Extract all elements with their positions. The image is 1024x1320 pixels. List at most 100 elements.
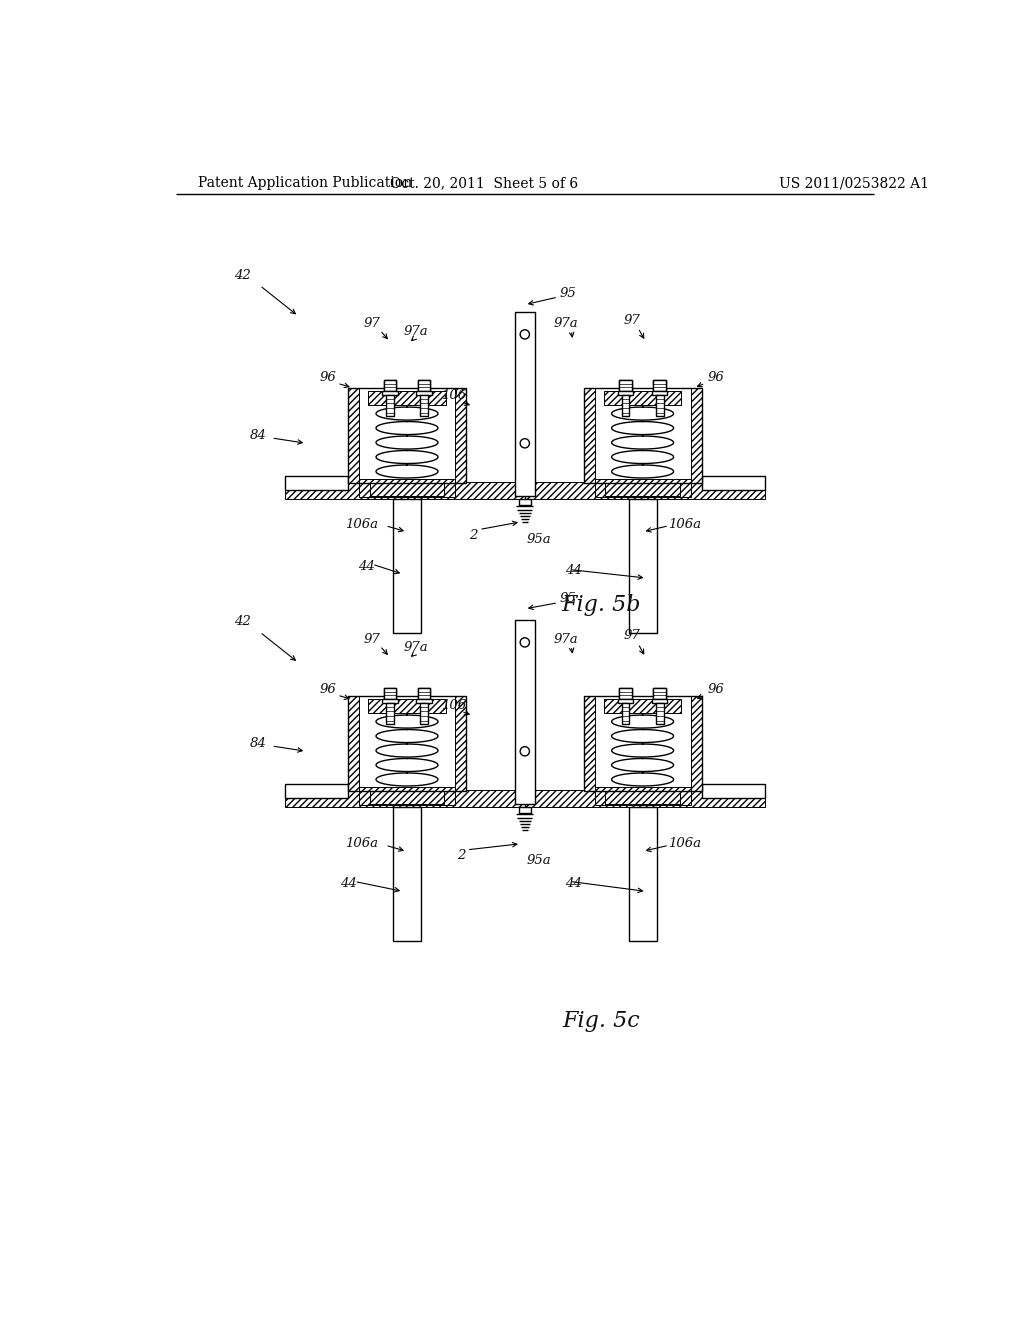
Bar (620, 688, 632, 700)
Circle shape (520, 438, 529, 447)
Text: 97: 97 (364, 317, 381, 330)
Bar (604, 391, 681, 405)
Text: 44: 44 (565, 564, 582, 577)
Text: 96: 96 (708, 684, 724, 696)
Bar (370, 792, 444, 804)
Bar (620, 380, 632, 391)
Text: 44: 44 (358, 560, 375, 573)
Text: 95: 95 (560, 593, 577, 606)
Bar (629, 499, 656, 634)
Bar (584, 388, 595, 483)
Bar (584, 696, 701, 792)
Bar (655, 395, 664, 416)
Text: 106: 106 (441, 698, 466, 711)
Bar (515, 313, 535, 496)
Text: 106: 106 (441, 389, 466, 403)
Bar (348, 696, 466, 792)
Text: 106a: 106a (668, 837, 701, 850)
Bar (384, 380, 396, 391)
Text: 97: 97 (624, 630, 640, 643)
Text: 97a: 97a (404, 325, 429, 338)
Text: 84: 84 (250, 737, 266, 750)
Bar (417, 391, 432, 395)
Bar (384, 380, 396, 391)
Bar (417, 700, 432, 702)
Bar (653, 688, 666, 700)
Bar (620, 688, 632, 700)
Bar (359, 787, 455, 805)
Text: 84: 84 (250, 429, 266, 442)
Text: 106a: 106a (345, 517, 379, 531)
Bar (348, 388, 359, 483)
Bar (652, 700, 668, 702)
Bar (285, 789, 765, 807)
Bar (584, 388, 701, 483)
Text: 42: 42 (234, 615, 251, 628)
Text: Patent Application Publication: Patent Application Publication (198, 176, 412, 190)
Bar (690, 388, 701, 483)
Text: Fig. 5c: Fig. 5c (562, 1010, 640, 1032)
Circle shape (520, 747, 529, 756)
Bar (369, 391, 445, 405)
Text: 97: 97 (624, 314, 640, 326)
Text: Fig. 5b: Fig. 5b (561, 594, 640, 616)
Text: 44: 44 (341, 878, 357, 890)
Bar (595, 479, 690, 498)
Circle shape (520, 638, 529, 647)
Text: 97a: 97a (404, 640, 429, 653)
Text: 95a: 95a (526, 854, 551, 867)
Bar (382, 700, 397, 702)
Bar (622, 702, 630, 725)
Bar (418, 380, 430, 391)
Text: 106a: 106a (345, 837, 379, 850)
Bar (384, 688, 396, 700)
Bar (386, 395, 394, 416)
Bar (701, 784, 765, 797)
Bar (455, 388, 466, 483)
Bar (393, 807, 421, 941)
Bar (384, 688, 396, 700)
Text: 2: 2 (457, 849, 466, 862)
Text: 42: 42 (234, 269, 251, 282)
Bar (393, 499, 421, 634)
Bar (370, 483, 444, 496)
Bar (605, 792, 680, 804)
Bar (655, 702, 664, 725)
Text: 97: 97 (364, 634, 381, 647)
Bar (653, 380, 666, 391)
Bar (418, 688, 430, 700)
Bar (653, 380, 666, 391)
Text: 95a: 95a (526, 533, 551, 546)
Bar (617, 391, 633, 395)
Text: 96: 96 (319, 684, 336, 696)
Bar (420, 702, 428, 725)
Text: 106a: 106a (668, 517, 701, 531)
Bar (369, 700, 445, 713)
Circle shape (520, 330, 529, 339)
Bar (584, 696, 595, 792)
Bar (418, 688, 430, 700)
Bar (455, 696, 466, 792)
Text: US 2011/0253822 A1: US 2011/0253822 A1 (779, 176, 929, 190)
Text: 96: 96 (319, 371, 336, 384)
Bar (653, 688, 666, 700)
Text: 97a: 97a (554, 317, 579, 330)
Bar (285, 784, 348, 797)
Bar (518, 499, 531, 506)
Bar (605, 483, 680, 496)
Bar (652, 391, 668, 395)
Text: 95: 95 (560, 286, 577, 300)
Text: 96: 96 (708, 371, 724, 384)
Bar (359, 479, 455, 498)
Bar (420, 395, 428, 416)
Bar (515, 620, 535, 804)
Bar (518, 807, 531, 813)
Bar (620, 380, 632, 391)
Text: 2: 2 (469, 529, 478, 543)
Bar (604, 700, 681, 713)
Bar (348, 696, 359, 792)
Bar (595, 787, 690, 805)
Bar (629, 807, 656, 941)
Bar (617, 700, 633, 702)
Bar (622, 395, 630, 416)
